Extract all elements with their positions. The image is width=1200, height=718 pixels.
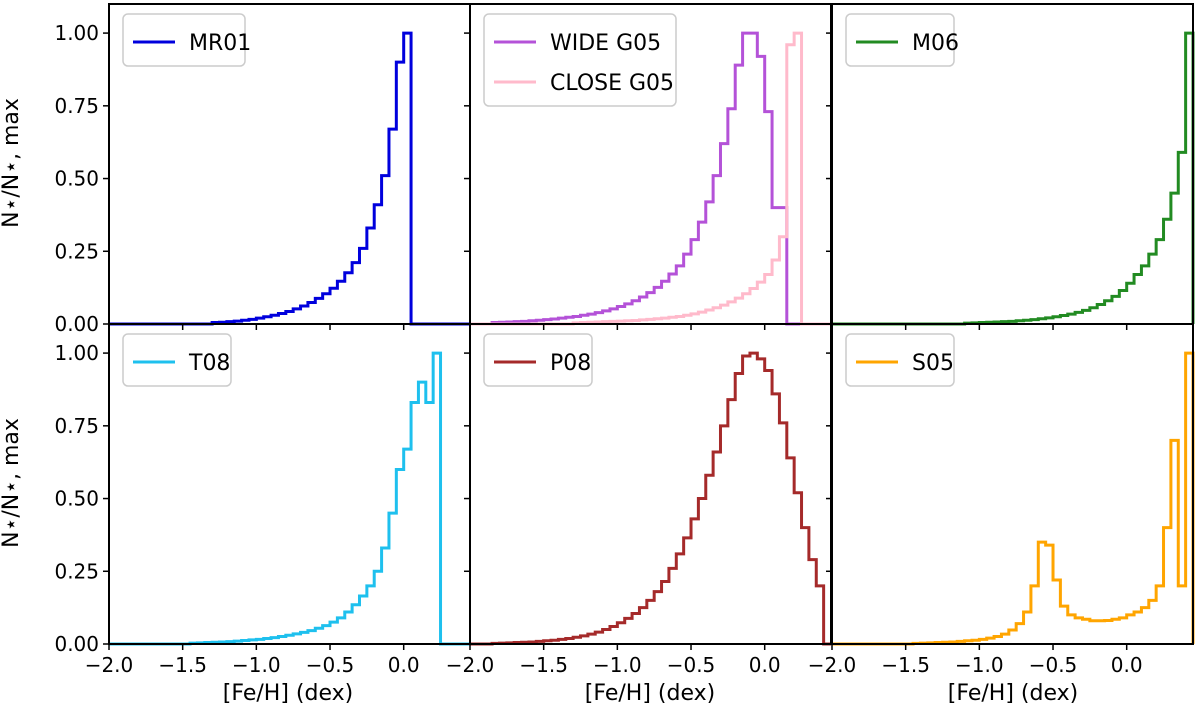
legend-entry: S05 xyxy=(912,351,954,376)
x-tick-label: 0.0 xyxy=(388,653,420,677)
panel-p08: −2.0 −1.5 −1.0 −0.5 0.0 P08 xyxy=(446,323,832,677)
series-wide-g05 xyxy=(470,31,831,326)
panel-g05: WIDE G05 CLOSE G05 xyxy=(464,3,832,330)
series-t08 xyxy=(109,351,470,646)
x-tick-label: −1.0 xyxy=(955,653,1004,677)
x-tick-label: −2.0 xyxy=(85,653,134,677)
x-axis-label-left: [Fe/H] (dex) xyxy=(223,681,353,706)
x-tick-label: −2.0 xyxy=(808,653,857,677)
series-mr01 xyxy=(109,31,470,326)
legend-entry: WIDE G05 xyxy=(550,31,661,56)
legend-entry: M06 xyxy=(912,31,959,56)
x-tick-label: 0.0 xyxy=(749,653,781,677)
series-p08 xyxy=(470,351,831,646)
y-tick-label: 0.25 xyxy=(54,559,99,583)
x-tick-label: −1.5 xyxy=(519,653,568,677)
panel-m06: M06 xyxy=(826,3,1195,330)
legend-box xyxy=(122,333,232,387)
y-axis-label-top: N⋆/N⋆, max xyxy=(0,98,24,228)
legend-entry: MR01 xyxy=(189,31,251,56)
legend-entry: P08 xyxy=(550,351,591,376)
y-tick-label: 0.25 xyxy=(54,239,99,263)
y-tick-label: 1.00 xyxy=(54,21,99,45)
panel-s05: −2.0 −1.5 −1.0 −0.5 0.0 S05 xyxy=(808,323,1195,677)
y-axis-label-bottom: N⋆/N⋆, max xyxy=(0,418,24,548)
y-tick-label: 0.00 xyxy=(54,312,99,336)
panel-t08: 0.00 0.25 0.50 0.75 1.00 −2.0 −1.5 −1.0 −0.5 0.0 T… xyxy=(54,323,471,677)
legend-box xyxy=(122,13,246,67)
legend-box xyxy=(845,13,955,67)
legend-box xyxy=(483,333,593,387)
panel-frame xyxy=(831,323,1194,645)
y-tick-label: 1.00 xyxy=(54,341,99,365)
series-m06 xyxy=(832,31,1195,326)
x-tick-label: −0.5 xyxy=(667,653,716,677)
x-tick-label: −1.5 xyxy=(881,653,930,677)
x-tick-label: −0.5 xyxy=(306,653,355,677)
series-s05 xyxy=(832,351,1195,646)
legend-box xyxy=(845,333,955,387)
y-tick-label: 0.50 xyxy=(54,487,99,511)
y-tick-label: 0.75 xyxy=(54,414,99,438)
legend-entry: CLOSE G05 xyxy=(550,71,674,96)
y-tick-label: 0.50 xyxy=(54,167,99,191)
x-tick-label: −2.0 xyxy=(446,653,495,677)
x-tick-label: −1.0 xyxy=(593,653,642,677)
x-tick-label: −0.5 xyxy=(1029,653,1078,677)
x-tick-label: −1.5 xyxy=(158,653,207,677)
y-tick-label: 0.00 xyxy=(54,632,99,656)
x-tick-label: −1.0 xyxy=(232,653,281,677)
x-axis-label-middle: [Fe/H] (dex) xyxy=(585,681,715,706)
legend-entry: T08 xyxy=(188,351,230,376)
y-tick-label: 0.75 xyxy=(54,94,99,118)
x-axis-label-right: [Fe/H] (dex) xyxy=(948,681,1078,706)
panel-mr01: 0.00 0.25 0.50 0.75 1.00 MR01 xyxy=(54,3,471,336)
x-tick-label: 0.0 xyxy=(1111,653,1143,677)
